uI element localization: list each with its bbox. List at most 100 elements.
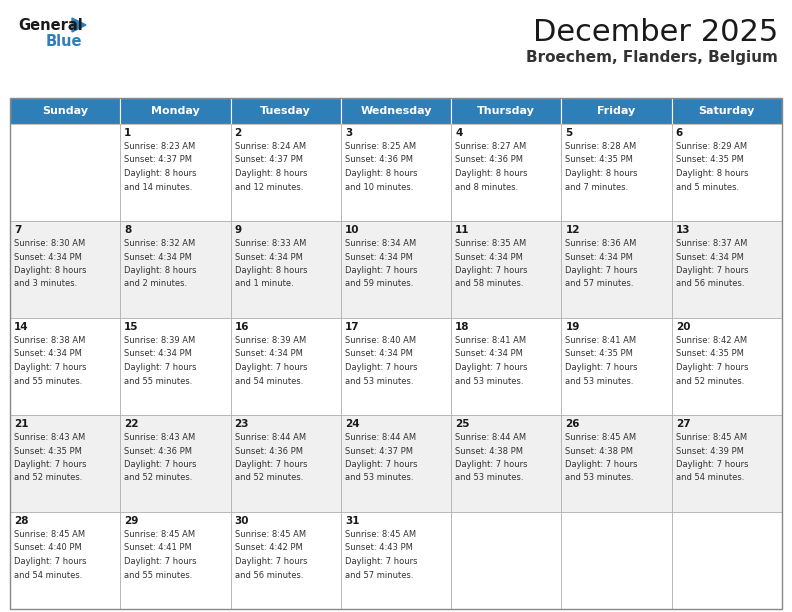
Text: 25: 25 (455, 419, 470, 429)
Text: Sunrise: 8:45 AM: Sunrise: 8:45 AM (14, 530, 85, 539)
Text: Sunrise: 8:39 AM: Sunrise: 8:39 AM (124, 336, 196, 345)
Text: Sunset: 4:34 PM: Sunset: 4:34 PM (234, 253, 303, 261)
Text: Sunset: 4:34 PM: Sunset: 4:34 PM (345, 349, 413, 359)
Text: and 57 minutes.: and 57 minutes. (345, 570, 413, 580)
Bar (451, 221, 562, 318)
Text: and 8 minutes.: and 8 minutes. (455, 182, 519, 192)
Text: and 52 minutes.: and 52 minutes. (14, 474, 82, 482)
Text: 28: 28 (14, 516, 29, 526)
Text: Daylight: 7 hours: Daylight: 7 hours (124, 363, 196, 372)
Text: Daylight: 7 hours: Daylight: 7 hours (455, 460, 527, 469)
Text: and 52 minutes.: and 52 minutes. (676, 376, 744, 386)
Bar (120, 318, 230, 415)
Text: and 54 minutes.: and 54 minutes. (676, 474, 744, 482)
Bar (451, 415, 562, 512)
Text: Daylight: 8 hours: Daylight: 8 hours (234, 266, 307, 275)
Text: 29: 29 (124, 516, 139, 526)
Text: Sunrise: 8:45 AM: Sunrise: 8:45 AM (124, 530, 196, 539)
Text: Daylight: 8 hours: Daylight: 8 hours (345, 169, 417, 178)
Bar (341, 221, 451, 318)
Bar (230, 415, 341, 512)
Bar (230, 512, 341, 609)
Bar (562, 415, 672, 512)
Bar (672, 415, 782, 512)
Bar (120, 512, 230, 609)
Text: Daylight: 7 hours: Daylight: 7 hours (345, 557, 417, 566)
Text: Sunset: 4:34 PM: Sunset: 4:34 PM (676, 253, 744, 261)
Text: and 3 minutes.: and 3 minutes. (14, 280, 78, 288)
Bar (672, 512, 782, 609)
Text: and 53 minutes.: and 53 minutes. (565, 376, 634, 386)
Text: Daylight: 7 hours: Daylight: 7 hours (345, 363, 417, 372)
Text: 23: 23 (234, 419, 249, 429)
Text: 22: 22 (124, 419, 139, 429)
Text: Sunset: 4:42 PM: Sunset: 4:42 PM (234, 543, 303, 553)
Text: 7: 7 (14, 225, 21, 235)
Text: 6: 6 (676, 128, 683, 138)
Text: Sunrise: 8:34 AM: Sunrise: 8:34 AM (345, 239, 416, 248)
Bar (10, 221, 120, 318)
Text: 4: 4 (455, 128, 463, 138)
Text: 13: 13 (676, 225, 690, 235)
Text: Sunrise: 8:27 AM: Sunrise: 8:27 AM (455, 142, 527, 151)
Text: Sunset: 4:37 PM: Sunset: 4:37 PM (234, 155, 303, 165)
Text: Sunrise: 8:39 AM: Sunrise: 8:39 AM (234, 336, 306, 345)
Text: and 7 minutes.: and 7 minutes. (565, 182, 629, 192)
Text: Sunrise: 8:41 AM: Sunrise: 8:41 AM (455, 336, 526, 345)
Text: Daylight: 7 hours: Daylight: 7 hours (124, 460, 196, 469)
Bar (341, 318, 451, 415)
Text: 31: 31 (345, 516, 360, 526)
Text: Daylight: 7 hours: Daylight: 7 hours (565, 266, 638, 275)
Text: Daylight: 7 hours: Daylight: 7 hours (14, 557, 86, 566)
Text: Sunset: 4:35 PM: Sunset: 4:35 PM (676, 349, 744, 359)
Text: 21: 21 (14, 419, 29, 429)
Text: 2: 2 (234, 128, 242, 138)
Text: and 10 minutes.: and 10 minutes. (345, 182, 413, 192)
Text: and 14 minutes.: and 14 minutes. (124, 182, 192, 192)
Text: 15: 15 (124, 322, 139, 332)
Text: Sunset: 4:36 PM: Sunset: 4:36 PM (455, 155, 524, 165)
Text: Daylight: 7 hours: Daylight: 7 hours (676, 266, 748, 275)
Text: 3: 3 (345, 128, 352, 138)
Text: Tuesday: Tuesday (261, 106, 311, 116)
Bar (341, 512, 451, 609)
Bar (10, 124, 120, 221)
Text: and 56 minutes.: and 56 minutes. (234, 570, 303, 580)
Text: December 2025: December 2025 (533, 18, 778, 47)
Text: 14: 14 (14, 322, 29, 332)
Text: Daylight: 8 hours: Daylight: 8 hours (124, 169, 196, 178)
Text: 20: 20 (676, 322, 690, 332)
Text: Sunrise: 8:36 AM: Sunrise: 8:36 AM (565, 239, 637, 248)
Text: Sunrise: 8:38 AM: Sunrise: 8:38 AM (14, 336, 86, 345)
Text: Daylight: 7 hours: Daylight: 7 hours (565, 363, 638, 372)
Text: Sunset: 4:34 PM: Sunset: 4:34 PM (455, 253, 523, 261)
Text: and 57 minutes.: and 57 minutes. (565, 280, 634, 288)
Text: and 55 minutes.: and 55 minutes. (124, 570, 192, 580)
Text: Blue: Blue (46, 34, 82, 49)
Bar (230, 124, 341, 221)
Text: 8: 8 (124, 225, 131, 235)
Text: Sunday: Sunday (42, 106, 88, 116)
Text: Sunrise: 8:43 AM: Sunrise: 8:43 AM (124, 433, 196, 442)
Bar (10, 512, 120, 609)
Text: Sunrise: 8:29 AM: Sunrise: 8:29 AM (676, 142, 747, 151)
Text: Sunset: 4:34 PM: Sunset: 4:34 PM (124, 349, 192, 359)
Bar (120, 221, 230, 318)
Bar (562, 221, 672, 318)
Text: Sunset: 4:37 PM: Sunset: 4:37 PM (345, 447, 413, 455)
Text: and 2 minutes.: and 2 minutes. (124, 280, 188, 288)
Bar (341, 124, 451, 221)
Text: Sunset: 4:37 PM: Sunset: 4:37 PM (124, 155, 192, 165)
Text: Sunset: 4:34 PM: Sunset: 4:34 PM (14, 253, 82, 261)
Text: and 55 minutes.: and 55 minutes. (14, 376, 82, 386)
Text: Sunrise: 8:45 AM: Sunrise: 8:45 AM (234, 530, 306, 539)
Text: Sunrise: 8:37 AM: Sunrise: 8:37 AM (676, 239, 747, 248)
Bar (672, 98, 782, 124)
Text: Sunset: 4:41 PM: Sunset: 4:41 PM (124, 543, 192, 553)
Text: Sunset: 4:34 PM: Sunset: 4:34 PM (14, 349, 82, 359)
Text: Sunset: 4:36 PM: Sunset: 4:36 PM (345, 155, 413, 165)
Text: Daylight: 7 hours: Daylight: 7 hours (14, 363, 86, 372)
Bar (562, 98, 672, 124)
Text: Daylight: 8 hours: Daylight: 8 hours (565, 169, 638, 178)
Bar (451, 98, 562, 124)
